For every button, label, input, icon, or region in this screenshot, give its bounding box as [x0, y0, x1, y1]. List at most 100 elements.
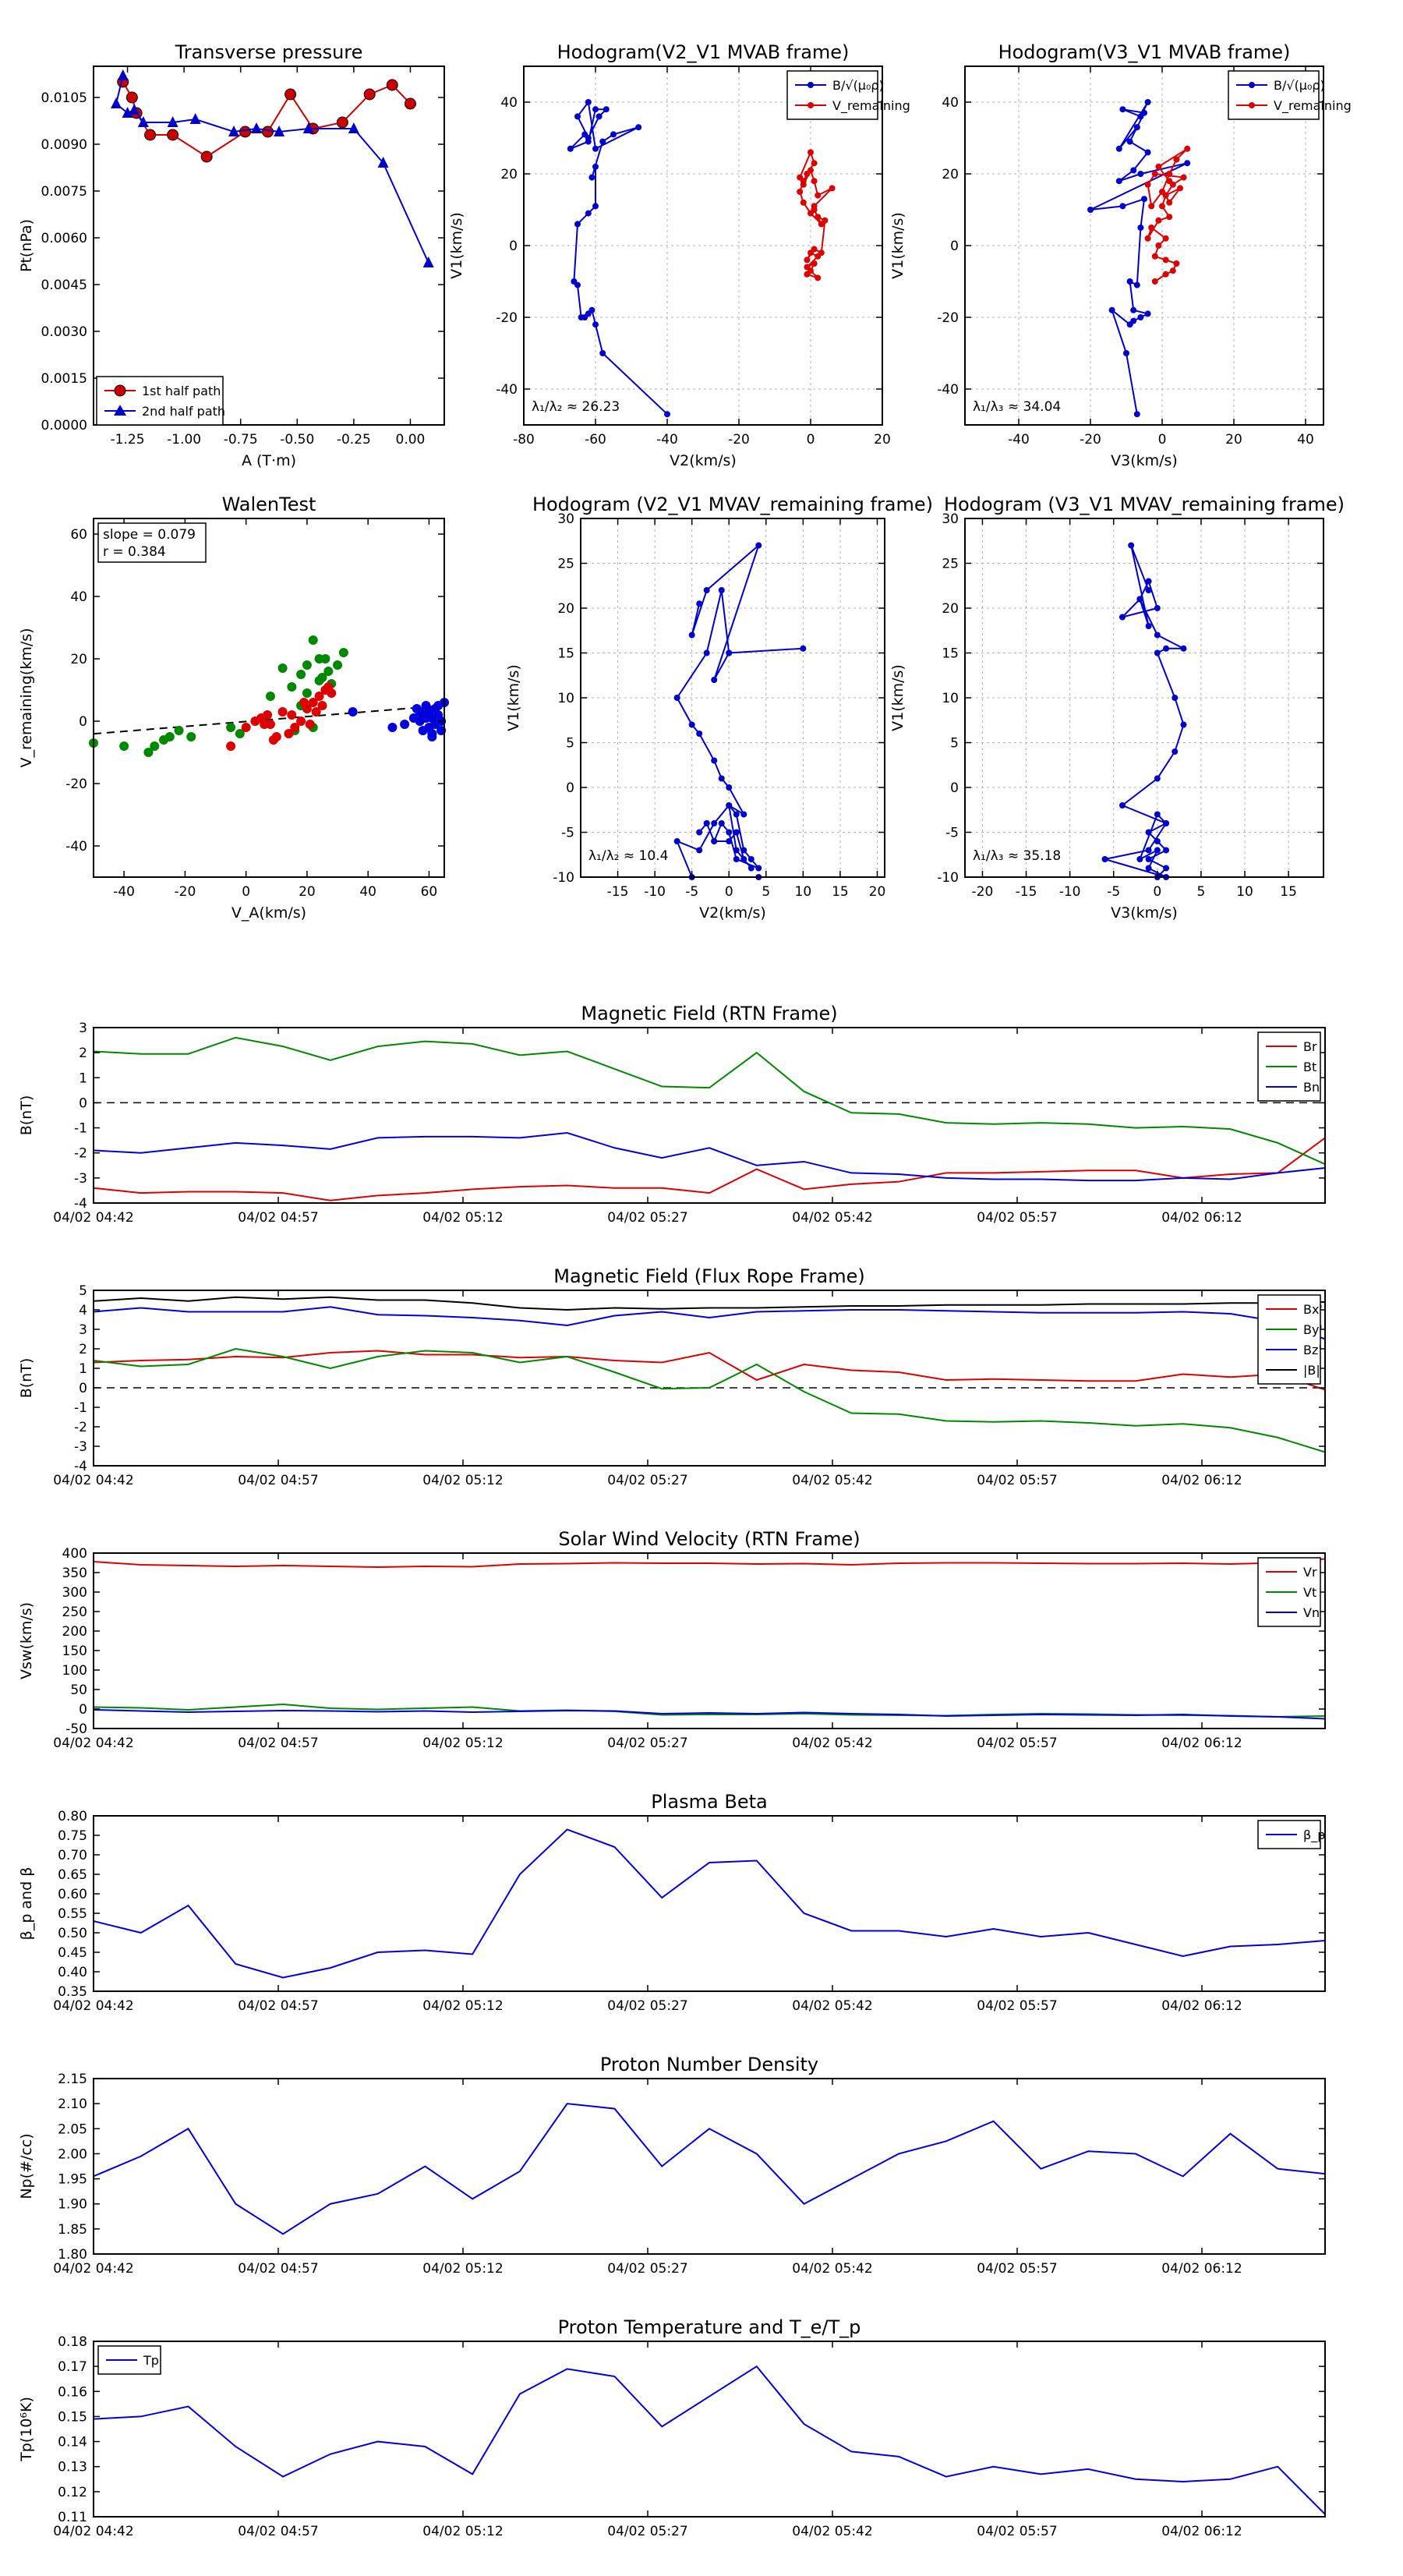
series-1	[111, 69, 434, 267]
legend: β_p	[1257, 1820, 1325, 1849]
fit-line	[93, 704, 445, 735]
y-axis-label: Tp(10⁶K)	[18, 2397, 35, 2462]
x-tick-label: 04/02 05:57	[977, 2261, 1057, 2277]
data-point	[1148, 225, 1155, 231]
eigen-ratio: λ₁/λ₃ ≈ 34.04	[973, 399, 1061, 415]
x-tick-label: 40	[359, 884, 376, 900]
y-tick-label: 5	[950, 736, 959, 752]
x-tick-label: -10	[1059, 884, 1081, 900]
x-tick-label: -0.25	[337, 432, 371, 448]
y-tick-label: -40	[496, 382, 518, 398]
plot-frame	[93, 2341, 1326, 2518]
y-tick-label: 5	[566, 736, 574, 752]
data-point	[1162, 235, 1169, 242]
data-point	[1154, 632, 1161, 639]
plot-title: Solar Wind Velocity (RTN Frame)	[558, 1528, 860, 1550]
x-tick-label: 04/02 05:42	[792, 1736, 872, 1751]
x-tick-label: 20	[299, 884, 316, 900]
series-line	[1147, 147, 1188, 282]
data-point	[1133, 124, 1140, 131]
data-point	[1115, 145, 1122, 152]
data-point	[664, 411, 670, 418]
y-tick-label: 3	[79, 1322, 87, 1338]
plot-frame	[93, 1290, 1326, 1467]
data-point	[1151, 278, 1158, 285]
x-tick-label: -20	[175, 884, 196, 900]
series-1	[797, 149, 836, 281]
x-tick-label: 04/02 05:57	[977, 2524, 1057, 2539]
data-point	[1159, 189, 1165, 195]
x-tick-label: 04/02 05:12	[422, 1473, 503, 1488]
y-axis-label: V1(km/s)	[889, 664, 906, 731]
y-tick-label: 0.70	[58, 1848, 87, 1863]
data-point	[585, 210, 592, 217]
legend: Vr Vt Vn	[1257, 1557, 1321, 1627]
data-point	[1169, 267, 1176, 274]
data-point	[235, 729, 245, 738]
data-point	[260, 720, 270, 729]
y-tick-label: 0.40	[58, 1965, 87, 1980]
data-point	[228, 126, 239, 136]
data-point	[1119, 203, 1126, 210]
data-point	[1119, 106, 1126, 113]
y-tick-label: 3	[79, 1021, 87, 1036]
data-point	[1162, 271, 1169, 278]
plot-pt: Transverse pressure 0.0000 0.0015 0.0030 0.0…	[18, 41, 445, 469]
data-point	[726, 649, 733, 656]
y-tick-label: 0.0030	[41, 324, 87, 340]
data-point	[574, 113, 581, 120]
data-point	[1184, 145, 1191, 152]
data-point	[1154, 838, 1161, 844]
x-tick-label: 0	[1158, 432, 1167, 448]
data-point	[711, 838, 718, 844]
data-point	[811, 246, 818, 253]
x-tick-label: 04/02 06:12	[1161, 1473, 1242, 1488]
plot-frame	[93, 1815, 1326, 1992]
data-point	[302, 122, 314, 133]
y-tick-label: -2	[74, 1420, 87, 1435]
data-point	[800, 645, 807, 652]
legend-label: Vr	[1303, 1565, 1317, 1580]
legend-label: V_remaining	[832, 98, 910, 114]
legend: B/√(μ₀ρ) V_remaining	[1228, 70, 1352, 120]
y-tick-label: 1.95	[58, 2172, 87, 2188]
y-tick-label: 0	[79, 714, 87, 730]
x-tick-label: 04/02 04:57	[238, 2261, 318, 2277]
y-tick-label: -10	[937, 870, 959, 886]
y-tick-label: 0.0045	[41, 278, 87, 293]
data-point	[274, 126, 285, 136]
y-tick-label: 40	[500, 95, 518, 111]
y-tick-label: -1	[74, 1400, 87, 1416]
x-tick-label: -1.00	[167, 432, 201, 448]
data-point	[740, 856, 747, 862]
data-point	[1126, 278, 1133, 285]
plot-title: Proton Temperature and T_e/T_p	[558, 2316, 861, 2338]
data-point	[703, 820, 710, 826]
data-point	[1172, 748, 1179, 755]
legend-label: Bz'	[1303, 1343, 1322, 1357]
legend: 1st half path 2nd half path	[96, 376, 225, 426]
legend-marker	[114, 405, 126, 416]
data-point	[1154, 775, 1161, 782]
x-tick-label: 0	[1153, 884, 1161, 900]
data-point	[740, 811, 747, 818]
y-tick-label: 0	[79, 1702, 87, 1718]
y-tick-label: 0.14	[58, 2435, 87, 2450]
y-tick-label: 0.45	[58, 1945, 87, 1961]
x-tick-label: -5	[685, 884, 698, 900]
data-point	[811, 203, 818, 210]
y-tick-label: 0.0000	[41, 418, 87, 433]
x-tick-label: 04/02 05:12	[422, 1736, 503, 1751]
y-tick-label: 200	[62, 1624, 87, 1640]
y-tick-label: 0.13	[58, 2460, 87, 2475]
data-point	[808, 149, 814, 156]
series-line-Tp	[93, 2365, 1326, 2515]
x-tick-label: 40	[1297, 432, 1314, 448]
plot-ts4: Plasma Beta 0.35 0.40 0.45 0.50 0.55 0.60 0.65 0…	[18, 1791, 1326, 2014]
y-tick-label: 20	[942, 601, 959, 617]
data-point	[1145, 623, 1152, 629]
y-tick-label: 15	[557, 646, 574, 662]
y-tick-label: -5	[561, 826, 574, 841]
x-tick-label: 10	[795, 884, 812, 900]
